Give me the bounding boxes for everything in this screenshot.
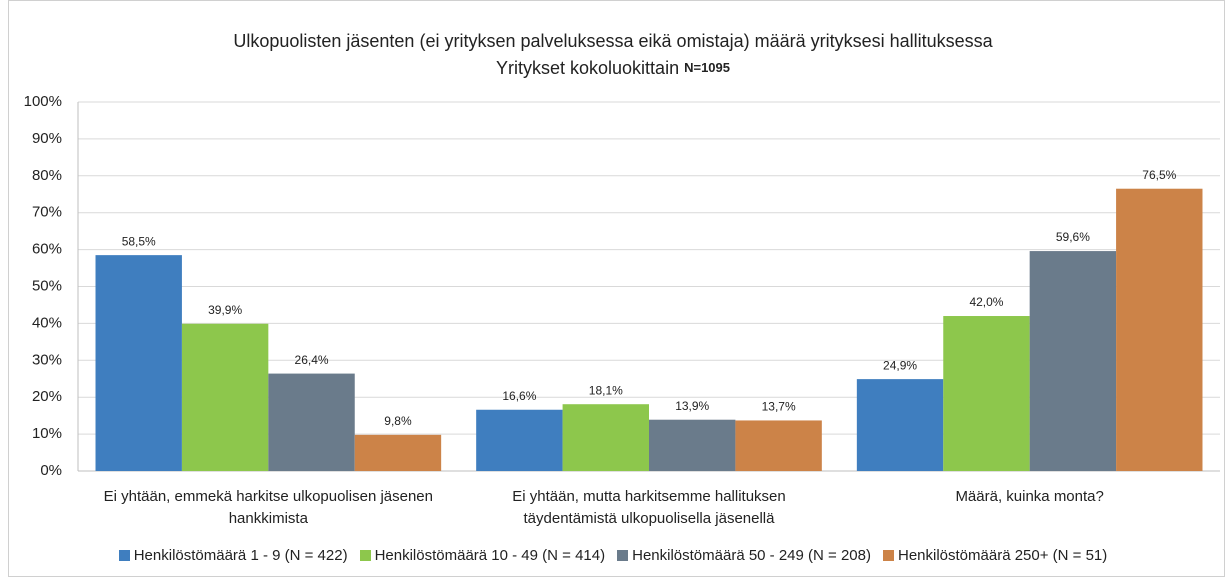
y-tick-label: 50% bbox=[32, 277, 62, 294]
bar bbox=[268, 373, 355, 471]
value-label: 26,4% bbox=[295, 353, 329, 367]
legend-label: Henkilöstömäärä 50 - 249 (N = 208) bbox=[632, 547, 871, 564]
bar bbox=[943, 316, 1030, 471]
bar bbox=[181, 323, 269, 471]
y-tick-label: 60% bbox=[32, 241, 62, 258]
chart-title: Ulkopuolisten jäsenten (ei yrityksen pal… bbox=[233, 31, 993, 51]
legend-item: Henkilöstömäärä 10 - 49 (N = 414) bbox=[359, 547, 606, 564]
y-tick-label: 90% bbox=[32, 130, 62, 147]
value-label: 13,7% bbox=[762, 400, 796, 414]
x-tick-label: Ei yhtään, mutta harkitsemme hallituksen… bbox=[512, 488, 786, 527]
y-tick-label: 80% bbox=[32, 167, 62, 184]
value-label: 42,0% bbox=[969, 295, 1003, 309]
legend-item: Henkilöstömäärä 250+ (N = 51) bbox=[882, 547, 1108, 564]
value-label: 39,9% bbox=[208, 303, 242, 317]
y-tick-label: 20% bbox=[32, 388, 62, 405]
subtitle-note: N=1095 bbox=[684, 60, 730, 75]
value-label: 59,6% bbox=[1056, 230, 1090, 244]
bar bbox=[562, 404, 649, 471]
subtitle-text: Yritykset kokoluokittain bbox=[496, 58, 679, 78]
bar bbox=[1116, 188, 1203, 471]
legend-swatch bbox=[118, 550, 130, 561]
x-tick-label: Ei yhtään, emmekä harkitse ulkopuolisen … bbox=[103, 488, 433, 527]
y-tick-label: 0% bbox=[40, 462, 62, 479]
value-label: 18,1% bbox=[589, 383, 623, 397]
value-label: 24,9% bbox=[883, 358, 917, 372]
y-tick-label: 100% bbox=[24, 93, 62, 110]
value-label: 9,8% bbox=[384, 414, 412, 428]
value-label: 16,6% bbox=[502, 389, 536, 403]
chart-subtitle: Yritykset kokoluokittain N=1095 bbox=[496, 58, 730, 78]
y-tick-label: 70% bbox=[32, 204, 62, 221]
legend-label: Henkilöstömäärä 10 - 49 (N = 414) bbox=[374, 547, 606, 564]
legend-swatch bbox=[359, 550, 371, 561]
legend: Henkilöstömäärä 1 - 9 (N = 422) Henkilöst… bbox=[0, 547, 1226, 564]
bar bbox=[649, 419, 736, 471]
x-tick-label: Määrä, kuinka monta? bbox=[955, 488, 1104, 505]
legend-swatch bbox=[617, 550, 629, 561]
value-label: 76,5% bbox=[1142, 168, 1176, 182]
y-tick-label: 30% bbox=[32, 351, 62, 368]
y-tick-label: 40% bbox=[32, 314, 62, 331]
legend-label: Henkilöstömäärä 1 - 9 (N = 422) bbox=[133, 547, 348, 564]
legend-label: Henkilöstömäärä 250+ (N = 51) bbox=[897, 547, 1108, 564]
legend-item: Henkilöstömäärä 50 - 249 (N = 208) bbox=[617, 547, 871, 564]
bar bbox=[735, 420, 822, 471]
bar bbox=[1029, 251, 1117, 471]
bar bbox=[856, 379, 944, 471]
legend-item: Henkilöstömäärä 1 - 9 (N = 422) bbox=[118, 547, 348, 564]
y-tick-label: 10% bbox=[32, 425, 62, 442]
bar bbox=[354, 434, 442, 471]
legend-swatch bbox=[882, 550, 894, 561]
bar bbox=[95, 255, 182, 471]
value-label: 13,9% bbox=[675, 399, 709, 413]
bar bbox=[476, 409, 563, 471]
value-label: 58,5% bbox=[122, 234, 156, 248]
